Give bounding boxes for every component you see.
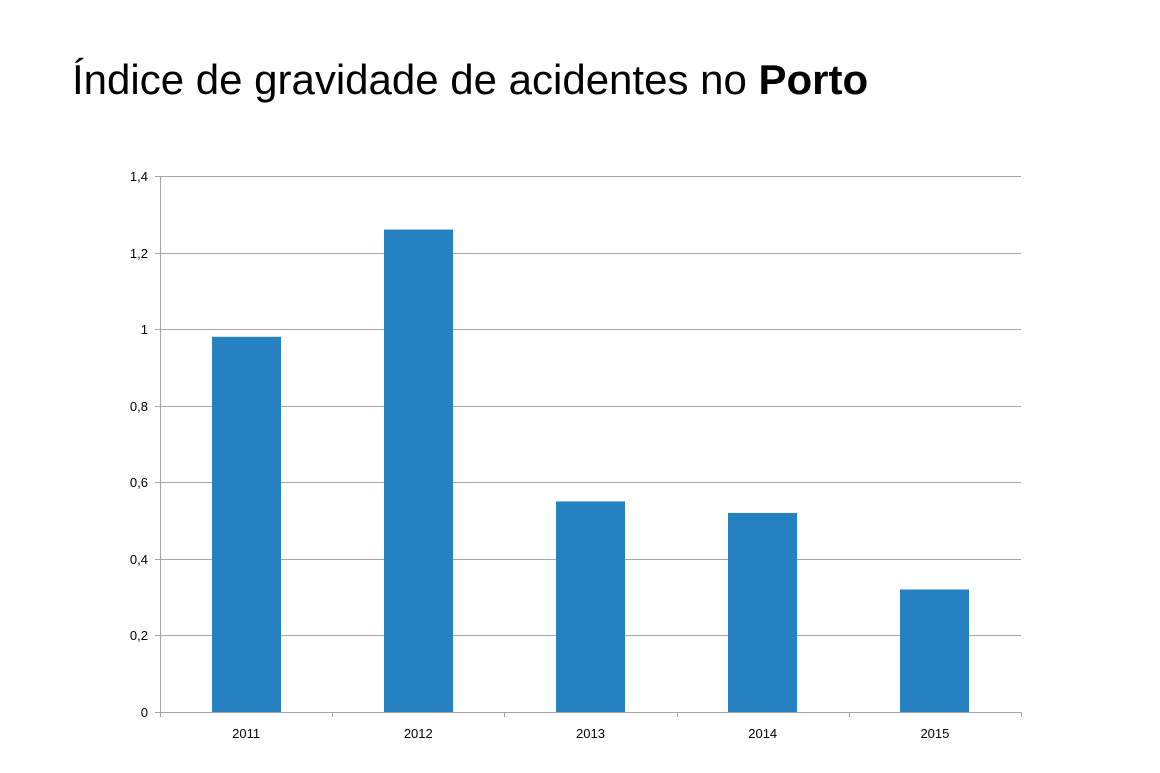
slide-title: Índice de gravidade de acidentes no Port…: [72, 56, 868, 104]
title-main: Índice de gravidade de acidentes no: [72, 56, 759, 103]
y-tick-label: 0,2: [130, 628, 148, 643]
x-tick-label: 2015: [920, 726, 949, 741]
y-tick-label: 1: [141, 322, 148, 337]
y-tick-label: 1,2: [130, 246, 148, 261]
y-tick-label: 0: [141, 705, 148, 720]
bar-2012: [384, 229, 453, 712]
x-tick-label: 2013: [576, 726, 605, 741]
bar-2015: [900, 589, 969, 712]
bar-2014: [728, 512, 797, 712]
gridlines: [160, 176, 1021, 636]
bar-2013: [556, 501, 625, 712]
y-tick-label: 0,4: [130, 552, 148, 567]
tick-labels: 0 0,2 0,4 0,6 0,8 1 1,2 1,4 2011 2012 2013 2014 2015: [130, 169, 949, 741]
y-tick-label: 0,8: [130, 399, 148, 414]
bar-2011: [212, 336, 281, 712]
bars: [212, 229, 969, 712]
x-tick-label: 2011: [232, 726, 260, 741]
x-tick-label: 2012: [404, 726, 433, 741]
x-tick-label: 2014: [748, 726, 777, 741]
axes: [155, 176, 1022, 717]
y-tick-label: 1,4: [130, 169, 148, 184]
title-bold: Porto: [758, 56, 869, 103]
y-tick-label: 0,6: [130, 475, 148, 490]
